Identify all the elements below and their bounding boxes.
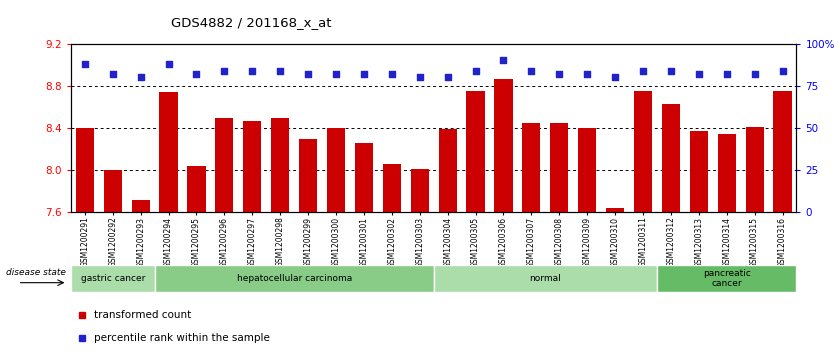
Point [469, 68, 482, 73]
Bar [773, 91, 791, 212]
Bar [132, 200, 150, 212]
Point [720, 71, 733, 77]
Point [190, 71, 203, 77]
Bar [606, 208, 624, 212]
Point [525, 68, 538, 73]
Text: hepatocellular carcinoma: hepatocellular carcinoma [237, 274, 352, 283]
Bar [578, 128, 596, 212]
Point [580, 71, 594, 77]
Bar [354, 143, 373, 212]
Bar [466, 91, 485, 212]
Text: pancreatic
cancer: pancreatic cancer [703, 269, 751, 288]
Bar [71, 265, 154, 292]
Point [106, 71, 119, 77]
Bar [634, 91, 652, 212]
Point [413, 74, 426, 80]
Bar [188, 166, 205, 212]
Bar [434, 265, 657, 292]
Bar [746, 127, 764, 212]
Bar [383, 164, 401, 212]
Point [636, 68, 650, 73]
Text: GDS4882 / 201168_x_at: GDS4882 / 201168_x_at [171, 16, 331, 29]
Point [357, 71, 370, 77]
Bar [550, 123, 568, 212]
Text: transformed count: transformed count [94, 310, 191, 320]
Text: percentile rank within the sample: percentile rank within the sample [94, 334, 270, 343]
Bar [717, 134, 736, 212]
Point [748, 71, 761, 77]
Bar [215, 118, 234, 212]
Point [441, 74, 455, 80]
Text: normal: normal [530, 274, 561, 283]
Bar [439, 129, 457, 212]
Point [497, 57, 510, 63]
Bar [299, 139, 317, 212]
Bar [244, 121, 261, 212]
Bar [410, 169, 429, 212]
Bar [657, 265, 796, 292]
Point [162, 61, 175, 67]
Point [274, 68, 287, 73]
Point [608, 74, 621, 80]
Bar [154, 265, 434, 292]
Point [218, 68, 231, 73]
Point [664, 68, 677, 73]
Point [134, 74, 148, 80]
Point [329, 71, 343, 77]
Text: disease state: disease state [6, 268, 65, 277]
Bar [662, 104, 680, 212]
Bar [103, 170, 122, 212]
Bar [327, 128, 345, 212]
Point [301, 71, 314, 77]
Point [553, 71, 566, 77]
Point [776, 68, 789, 73]
Point [245, 68, 259, 73]
Bar [76, 128, 94, 212]
Bar [271, 118, 289, 212]
Bar [495, 79, 513, 212]
Bar [690, 131, 708, 212]
Bar [159, 92, 178, 212]
Bar [522, 123, 540, 212]
Point [692, 71, 706, 77]
Point [78, 61, 92, 67]
Text: gastric cancer: gastric cancer [81, 274, 145, 283]
Point [385, 71, 399, 77]
